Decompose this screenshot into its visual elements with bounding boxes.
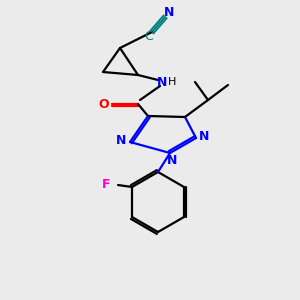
Text: F: F [102,178,110,191]
Text: H: H [168,77,176,87]
Text: N: N [157,76,167,88]
Text: N: N [199,130,209,143]
Text: N: N [167,154,177,166]
Text: N: N [164,5,174,19]
Text: C: C [145,31,153,44]
Text: N: N [116,134,126,148]
Text: O: O [99,98,109,110]
